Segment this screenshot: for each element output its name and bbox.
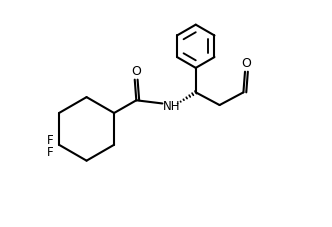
Text: F: F [47, 146, 53, 159]
Text: O: O [242, 57, 252, 70]
Text: F: F [47, 133, 53, 146]
Text: O: O [131, 65, 141, 78]
Text: NH: NH [163, 99, 181, 112]
